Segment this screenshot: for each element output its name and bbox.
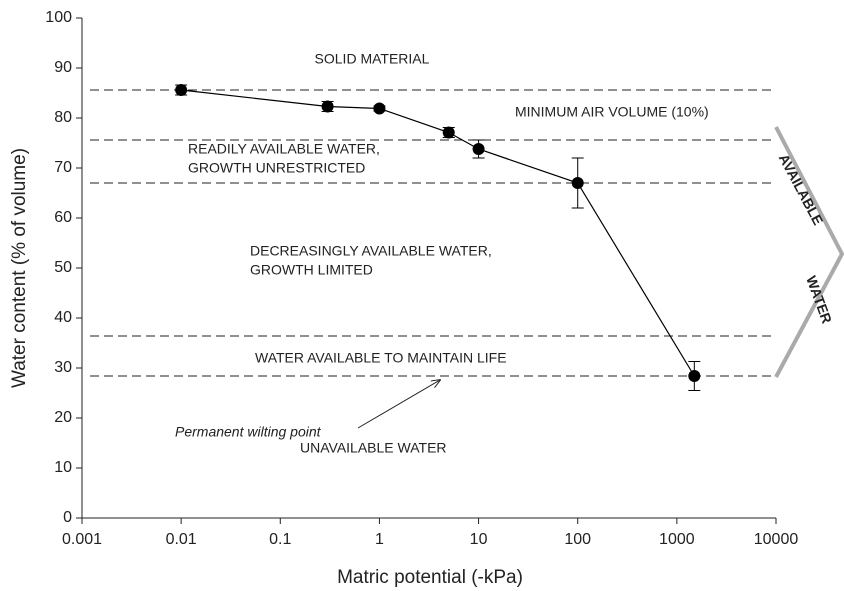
x-tick-label: 100	[564, 531, 591, 548]
data-point	[175, 84, 188, 96]
x-tick-label: 10000	[754, 531, 799, 548]
x-tick-label: 0.001	[62, 531, 102, 548]
annotation: SOLID MATERIAL	[315, 51, 430, 67]
bracket-label: AVAILABLE	[776, 151, 827, 227]
data-point	[688, 370, 701, 382]
y-tick-label: 20	[54, 409, 72, 426]
y-tick-label: 100	[45, 9, 72, 26]
x-tick-label: 1	[375, 531, 384, 548]
y-tick-label: 30	[54, 359, 72, 376]
data-point	[571, 177, 584, 189]
annotation: UNAVAILABLE WATER	[300, 440, 447, 456]
data-line	[181, 89, 695, 377]
y-axis-label: Water content (% of volume)	[9, 148, 30, 388]
x-tick-label: 1000	[659, 531, 695, 548]
y-tick-label: 80	[54, 109, 72, 126]
x-tick-label: 0.01	[166, 531, 197, 548]
y-tick-label: 50	[54, 259, 72, 276]
annotation: DECREASINGLY AVAILABLE WATER,	[250, 243, 492, 259]
x-axis-label: Matric potential (-kPa)	[337, 567, 523, 588]
annotation: WATER AVAILABLE TO MAINTAIN LIFE	[255, 350, 507, 366]
annotation: GROWTH LIMITED	[250, 262, 373, 278]
y-tick-label: 40	[54, 309, 72, 326]
y-tick-label: 0	[63, 509, 72, 526]
data-point	[472, 143, 485, 155]
y-tick-label: 90	[54, 59, 72, 76]
annotation: GROWTH UNRESTRICTED	[188, 160, 365, 176]
arrow-label: Permanent wilting point	[175, 424, 322, 440]
y-tick-label: 70	[54, 159, 72, 176]
annotation: READILY AVAILABLE WATER,	[188, 141, 380, 157]
x-tick-label: 10	[470, 531, 488, 548]
arrow	[357, 380, 440, 429]
bracket	[774, 126, 844, 378]
data-point	[442, 126, 455, 139]
data-point	[321, 100, 334, 113]
annotation: MINIMUM AIR VOLUME (10%)	[515, 104, 709, 120]
x-tick-label: 0.1	[269, 531, 291, 548]
y-tick-label: 60	[54, 209, 72, 226]
data-point	[373, 102, 386, 115]
y-tick-label: 10	[54, 459, 72, 476]
